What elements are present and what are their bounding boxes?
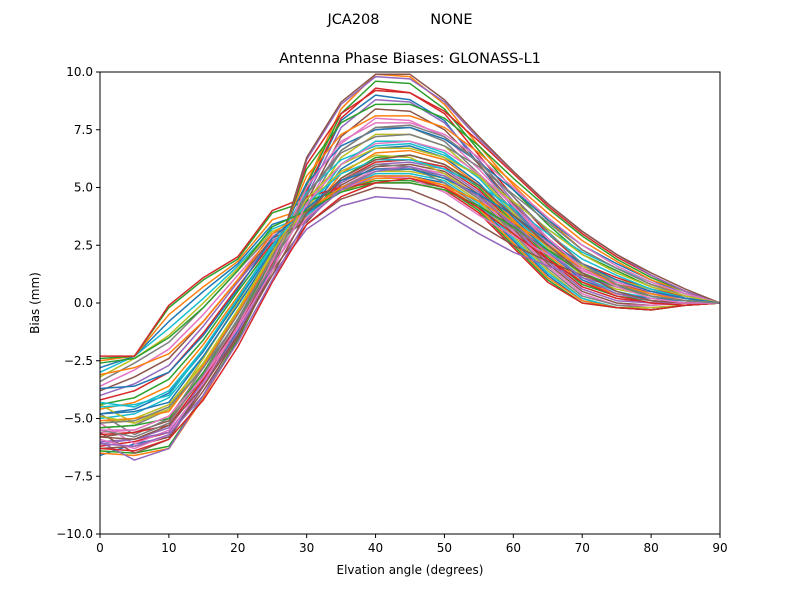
series-line-39 <box>99 147 721 424</box>
series-line-40 <box>99 159 721 408</box>
series-layer <box>99 73 721 461</box>
y-tick-label: 0.0 <box>74 296 93 310</box>
chart-suptitle: JCA208 NONE <box>327 12 473 28</box>
x-tick-label: 30 <box>299 541 314 555</box>
series-line-46 <box>99 154 720 441</box>
x-tick-label: 10 <box>161 541 176 555</box>
x-axis: 0 10 20 30 40 50 60 70 80 90 <box>96 534 728 555</box>
series-line-25 <box>99 195 721 461</box>
y-tick-label: −2.5 <box>64 354 93 368</box>
y-tick-label: −7.5 <box>64 469 93 483</box>
x-tick-label: 40 <box>368 541 383 555</box>
y-tick-label: 2.5 <box>74 238 93 252</box>
x-tick-label: 0 <box>96 541 104 555</box>
x-tick-label: 90 <box>712 541 727 555</box>
series-line-47 <box>100 140 720 431</box>
x-tick-label: 70 <box>575 541 590 555</box>
series-line-37 <box>99 122 721 450</box>
x-tick-label: 60 <box>506 541 521 555</box>
x-tick-label: 80 <box>643 541 658 555</box>
series-line-34 <box>99 89 721 436</box>
x-tick-label: 20 <box>230 541 245 555</box>
series-line-48 <box>99 124 721 424</box>
series-line-44 <box>99 177 721 452</box>
y-tick-label: 10.0 <box>66 65 93 79</box>
y-tick-label: 5.0 <box>74 181 93 195</box>
y-tick-label: −5.0 <box>64 412 93 426</box>
series-line-15 <box>99 161 720 397</box>
series-line-31 <box>99 126 721 415</box>
series-line-33 <box>99 103 721 429</box>
series-line-36 <box>99 73 721 450</box>
series-line-41 <box>99 168 721 390</box>
y-axis-label: Bias (mm) <box>28 272 42 334</box>
series-line-32 <box>99 115 721 422</box>
y-tick-label: −10.0 <box>56 527 93 541</box>
x-axis-label: Elvation angle (degrees) <box>337 563 484 577</box>
chart-title: Antenna Phase Biases: GLONASS-L1 <box>279 51 541 67</box>
y-axis: −10.0 −7.5 −5.0 −2.5 0.0 2.5 5.0 7.5 10.0 <box>56 65 100 541</box>
y-tick-label: 7.5 <box>74 123 93 137</box>
series-line-38 <box>99 133 721 438</box>
series-line-24 <box>100 182 721 357</box>
x-tick-label: 50 <box>437 541 452 555</box>
series-line-45 <box>99 165 720 447</box>
